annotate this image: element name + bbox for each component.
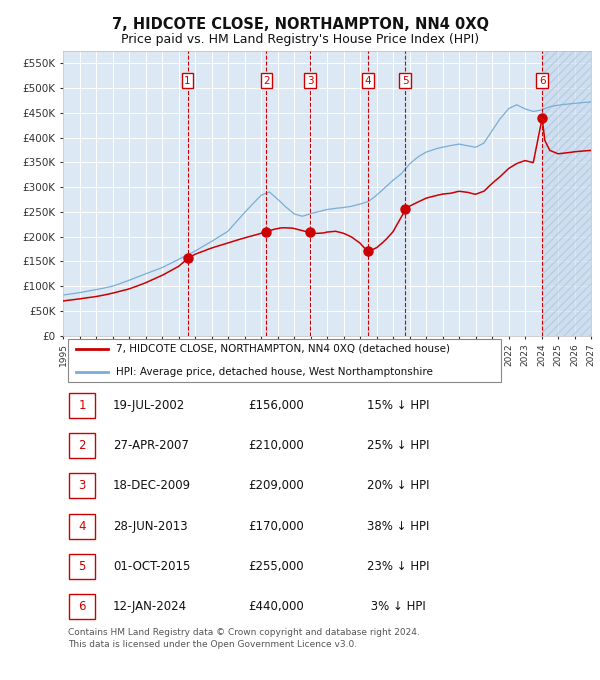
Text: 6: 6 bbox=[539, 76, 545, 86]
Text: 20% ↓ HPI: 20% ↓ HPI bbox=[367, 479, 429, 492]
Text: £210,000: £210,000 bbox=[248, 439, 304, 452]
Text: 25% ↓ HPI: 25% ↓ HPI bbox=[367, 439, 429, 452]
Text: 5: 5 bbox=[402, 76, 409, 86]
Text: 1: 1 bbox=[78, 398, 86, 411]
Text: £156,000: £156,000 bbox=[248, 398, 304, 411]
Text: 3: 3 bbox=[79, 479, 86, 492]
FancyBboxPatch shape bbox=[70, 513, 95, 539]
Text: 27-APR-2007: 27-APR-2007 bbox=[113, 439, 189, 452]
Text: 15% ↓ HPI: 15% ↓ HPI bbox=[367, 398, 429, 411]
Text: 4: 4 bbox=[365, 76, 371, 86]
Text: 4: 4 bbox=[78, 520, 86, 532]
FancyBboxPatch shape bbox=[70, 554, 95, 579]
Text: HPI: Average price, detached house, West Northamptonshire: HPI: Average price, detached house, West… bbox=[116, 367, 433, 377]
Text: £170,000: £170,000 bbox=[248, 520, 304, 532]
Text: 01-OCT-2015: 01-OCT-2015 bbox=[113, 560, 191, 573]
Text: 38% ↓ HPI: 38% ↓ HPI bbox=[367, 520, 429, 532]
Text: 3: 3 bbox=[307, 76, 313, 86]
Text: 19-JUL-2002: 19-JUL-2002 bbox=[113, 398, 185, 411]
Text: Price paid vs. HM Land Registry's House Price Index (HPI): Price paid vs. HM Land Registry's House … bbox=[121, 33, 479, 46]
Text: Contains HM Land Registry data © Crown copyright and database right 2024.
This d: Contains HM Land Registry data © Crown c… bbox=[68, 628, 420, 649]
FancyBboxPatch shape bbox=[70, 594, 95, 619]
Text: 5: 5 bbox=[79, 560, 86, 573]
FancyBboxPatch shape bbox=[70, 433, 95, 458]
Text: 1: 1 bbox=[184, 76, 191, 86]
Text: 2: 2 bbox=[78, 439, 86, 452]
Bar bbox=[542, 51, 591, 336]
Text: 2: 2 bbox=[263, 76, 270, 86]
FancyBboxPatch shape bbox=[70, 473, 95, 498]
Text: 7, HIDCOTE CLOSE, NORTHAMPTON, NN4 0XQ: 7, HIDCOTE CLOSE, NORTHAMPTON, NN4 0XQ bbox=[112, 17, 488, 32]
FancyBboxPatch shape bbox=[68, 339, 501, 382]
Text: 28-JUN-2013: 28-JUN-2013 bbox=[113, 520, 188, 532]
Text: 6: 6 bbox=[78, 600, 86, 613]
Text: £209,000: £209,000 bbox=[248, 479, 304, 492]
Text: £255,000: £255,000 bbox=[248, 560, 304, 573]
FancyBboxPatch shape bbox=[70, 392, 95, 418]
Text: 23% ↓ HPI: 23% ↓ HPI bbox=[367, 560, 429, 573]
Text: 18-DEC-2009: 18-DEC-2009 bbox=[113, 479, 191, 492]
Text: 7, HIDCOTE CLOSE, NORTHAMPTON, NN4 0XQ (detached house): 7, HIDCOTE CLOSE, NORTHAMPTON, NN4 0XQ (… bbox=[116, 344, 450, 354]
Text: 3% ↓ HPI: 3% ↓ HPI bbox=[367, 600, 425, 613]
Text: 12-JAN-2024: 12-JAN-2024 bbox=[113, 600, 187, 613]
Text: £440,000: £440,000 bbox=[248, 600, 304, 613]
